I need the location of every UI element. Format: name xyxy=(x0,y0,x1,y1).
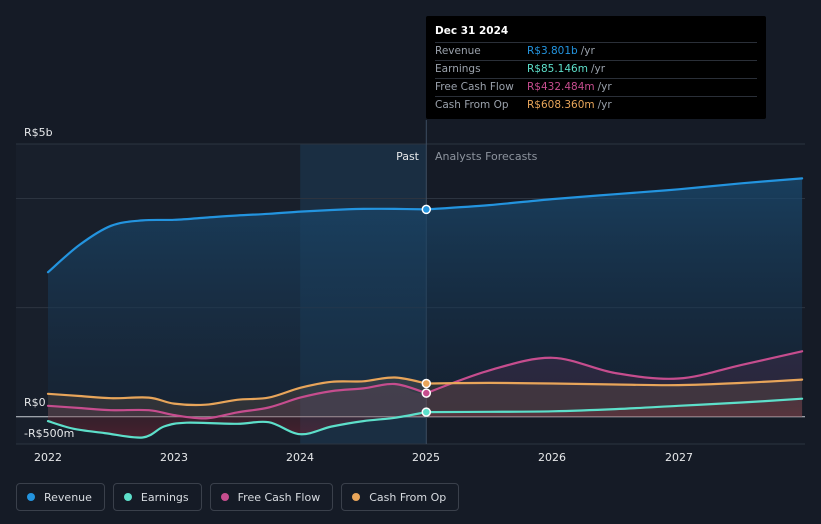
tooltip-label: Cash From Op xyxy=(435,99,509,111)
revenue-dot-icon xyxy=(27,493,35,501)
tooltip-value: R$608.360m xyxy=(527,99,595,111)
chart-legend: Revenue Earnings Free Cash Flow Cash Fro… xyxy=(16,483,460,511)
x-tick-label-2022: 2022 xyxy=(34,451,62,464)
revenue-current-point xyxy=(421,204,432,215)
tooltip-unit: /yr xyxy=(580,45,595,57)
tooltip-row-free-cash-flow: Free Cash Flow R$432.484m /yr xyxy=(435,78,757,96)
free-cash-flow-past-line xyxy=(46,382,428,420)
legend-revenue-button[interactable]: Revenue xyxy=(16,483,105,511)
y-tick-label-bottom: -R$500m xyxy=(24,427,74,440)
tooltip-unit: /yr xyxy=(590,63,606,75)
cash-from-op-past-line xyxy=(46,376,428,407)
tooltip-value: R$3.801b xyxy=(527,45,578,57)
legend-label: Cash From Op xyxy=(369,490,447,504)
tooltip-value: R$432.484m xyxy=(527,81,595,93)
past-label: Past xyxy=(396,150,420,163)
tooltip-value: R$85.146m xyxy=(527,63,588,75)
x-tick-label-2024: 2024 xyxy=(286,451,314,464)
legend-earnings-button[interactable]: Earnings xyxy=(112,483,202,511)
x-tick-label-2025: 2025 xyxy=(412,451,440,464)
revenue-area xyxy=(48,178,803,417)
free-cash-flow-dot-icon xyxy=(220,493,229,501)
tooltip-label: Revenue xyxy=(435,45,481,57)
tooltip-date: Dec 31 2024 xyxy=(435,25,509,37)
revenue-forecast-line xyxy=(425,177,804,211)
cash-from-op-current-point xyxy=(421,378,432,389)
y-tick-label-top: R$5b xyxy=(24,126,53,139)
forecast-label: Analysts Forecasts xyxy=(435,150,538,163)
legend-label: Revenue xyxy=(44,490,92,504)
revenue-past-line xyxy=(46,207,428,274)
tooltip-label: Earnings xyxy=(435,63,481,75)
tooltip-row-earnings: Earnings R$85.146m /yr xyxy=(435,60,757,78)
hover-tooltip: Dec 31 2024 Revenue R$3.801b /yr Earning… xyxy=(426,16,766,119)
free-cash-flow-current-point xyxy=(421,388,432,398)
tooltip-unit: /yr xyxy=(597,99,612,111)
tooltip-row-cash-from-op: Cash From Op R$608.360m /yr xyxy=(435,96,757,114)
legend-label: Free Cash Flow xyxy=(237,490,321,504)
x-tick-label-2026: 2026 xyxy=(538,451,566,464)
earnings-forecast-line xyxy=(425,397,804,414)
cash-from-op-forecast-line xyxy=(425,378,804,387)
legend-cash-from-op-button[interactable]: Cash From Op xyxy=(341,483,460,511)
earnings-current-point xyxy=(421,407,432,417)
legend-label: Earnings xyxy=(140,490,189,504)
x-tick-label-2027: 2027 xyxy=(665,451,693,464)
free-cash-flow-area xyxy=(48,351,803,419)
x-tick-label-2023: 2023 xyxy=(160,451,188,464)
free-cash-flow-forecast-line xyxy=(425,350,804,395)
cash-from-op-dot-icon xyxy=(352,493,361,501)
tooltip-label: Free Cash Flow xyxy=(435,81,514,93)
earnings-dot-icon xyxy=(123,493,132,501)
legend-free-cash-flow-button[interactable]: Free Cash Flow xyxy=(209,483,334,511)
y-tick-label-zero: R$0 xyxy=(24,396,46,409)
tooltip-row-revenue: Revenue R$3.801b /yr xyxy=(435,42,757,60)
tooltip-unit: /yr xyxy=(597,81,612,93)
earnings-past-line xyxy=(46,411,428,439)
